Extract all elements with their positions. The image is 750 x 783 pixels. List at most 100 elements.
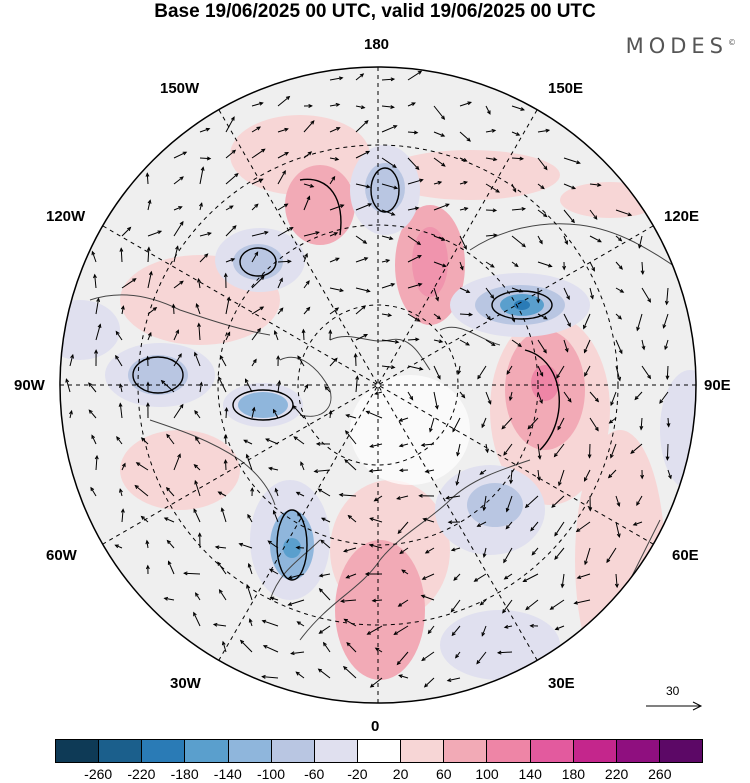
wind-arrow bbox=[615, 313, 622, 320]
wind-arrow-head bbox=[597, 238, 602, 243]
wind-arrow bbox=[407, 102, 416, 107]
wind-arrow bbox=[277, 227, 293, 237]
wind-arrow bbox=[225, 225, 237, 237]
wind-arrow bbox=[511, 183, 517, 192]
wind-arrow bbox=[221, 508, 227, 523]
wind-arrow bbox=[525, 599, 539, 610]
wind-arrow-head bbox=[415, 165, 420, 171]
wind-arrow bbox=[141, 516, 149, 523]
wind-arrow bbox=[667, 417, 670, 427]
wind-arrow bbox=[198, 323, 201, 341]
wind-arrow-head bbox=[194, 592, 199, 597]
wind-arrow-head bbox=[465, 341, 470, 346]
wind-arrow-head bbox=[397, 602, 403, 607]
wind-arrow bbox=[251, 252, 259, 263]
wind-arrow bbox=[452, 417, 461, 432]
wind-arrow bbox=[397, 651, 409, 665]
wind-arrow-head bbox=[390, 105, 395, 109]
wind-arrow bbox=[172, 304, 175, 315]
wind-arrow-head bbox=[422, 517, 427, 522]
wind-arrow bbox=[194, 464, 201, 471]
wind-arrow-head bbox=[409, 396, 414, 401]
wind-arrow bbox=[451, 625, 461, 636]
wind-arrow bbox=[115, 331, 123, 341]
wind-arrow bbox=[641, 339, 645, 350]
wind-arrow-head bbox=[479, 470, 484, 475]
wind-arrow bbox=[636, 495, 643, 506]
wind-arrow bbox=[606, 547, 617, 563]
wind-arrow bbox=[483, 547, 487, 558]
colorbar-tick-label: 260 bbox=[648, 766, 672, 782]
wind-arrow-head bbox=[503, 558, 507, 564]
wind-arrow-head bbox=[627, 212, 633, 217]
wind-arrow bbox=[407, 283, 422, 289]
wind-arrow-head bbox=[145, 402, 150, 407]
wind-arrow bbox=[323, 642, 331, 653]
wind-arrow bbox=[355, 150, 370, 159]
wind-arrow bbox=[194, 352, 201, 367]
wind-arrow bbox=[537, 339, 547, 353]
wind-arrow-head bbox=[218, 589, 223, 594]
wind-arrow-head bbox=[537, 455, 542, 460]
wind-arrow bbox=[355, 203, 372, 211]
wind-arrow bbox=[319, 588, 331, 601]
wind-arrow-head bbox=[335, 102, 341, 107]
wind-arrow-head bbox=[396, 660, 401, 666]
wind-arrow-head bbox=[502, 609, 507, 614]
wind-arrow bbox=[433, 391, 438, 409]
wind-arrow-head bbox=[119, 383, 123, 388]
wind-arrow bbox=[503, 443, 513, 456]
wind-arrow-head bbox=[204, 253, 209, 258]
wind-arrow bbox=[506, 365, 513, 375]
wind-arrow-head bbox=[420, 442, 426, 447]
wind-arrow-head bbox=[508, 396, 513, 402]
wind-arrow-head bbox=[543, 165, 548, 171]
wind-arrow bbox=[372, 599, 383, 602]
wind-arrow bbox=[407, 157, 420, 170]
wind-arrow-head bbox=[120, 508, 125, 513]
wind-arrow-head bbox=[567, 322, 571, 328]
wind-arrow-head bbox=[399, 550, 404, 555]
wind-arrow bbox=[297, 512, 305, 523]
wind-arrow-head bbox=[617, 237, 623, 242]
colorbar-cell bbox=[486, 740, 530, 762]
wind-arrow-head bbox=[440, 133, 446, 137]
wind-arrow bbox=[381, 209, 395, 216]
wind-arrow-head bbox=[553, 452, 558, 458]
lon-label-90e: 90E bbox=[704, 377, 731, 394]
wind-arrow-head bbox=[607, 474, 613, 479]
wind-arrow bbox=[577, 573, 591, 579]
wind-arrow-head bbox=[157, 230, 163, 235]
wind-arrow-head bbox=[505, 525, 510, 530]
wind-arrow-head bbox=[387, 313, 393, 317]
wind-arrow-head bbox=[193, 611, 197, 617]
wind-arrow-head bbox=[587, 454, 592, 459]
map-title: Base 19/06/2025 00 UTC, valid 19/06/2025… bbox=[154, 1, 596, 22]
reference-vector-label: 30 bbox=[666, 684, 680, 698]
wind-arrow bbox=[501, 417, 513, 430]
wind-arrow-head bbox=[445, 203, 450, 208]
wind-arrow-head bbox=[147, 331, 152, 337]
wind-arrow-head bbox=[340, 599, 345, 603]
wind-arrow bbox=[615, 235, 622, 242]
wind-arrow-head bbox=[454, 654, 460, 659]
wind-arrow-head bbox=[238, 542, 244, 547]
wind-arrow-head bbox=[467, 101, 473, 106]
wind-arrow-head bbox=[283, 203, 289, 208]
wind-arrow bbox=[225, 150, 236, 159]
wind-arrow bbox=[407, 131, 418, 134]
colorbar-cell bbox=[141, 740, 185, 762]
wind-arrow bbox=[531, 547, 539, 556]
wind-arrow-head bbox=[641, 345, 646, 351]
wind-arrow bbox=[277, 203, 288, 211]
wind-arrow-head bbox=[476, 523, 481, 527]
wind-arrow-head bbox=[512, 188, 517, 193]
wind-arrow-head bbox=[287, 602, 293, 606]
wind-arrow bbox=[511, 131, 520, 136]
wind-arrow-head bbox=[390, 365, 396, 370]
wind-arrow-head bbox=[501, 425, 506, 430]
wind-arrow bbox=[550, 599, 565, 610]
wind-arrow-head bbox=[273, 329, 278, 335]
wind-arrow-head bbox=[457, 370, 461, 375]
wind-arrow-head bbox=[206, 156, 212, 161]
